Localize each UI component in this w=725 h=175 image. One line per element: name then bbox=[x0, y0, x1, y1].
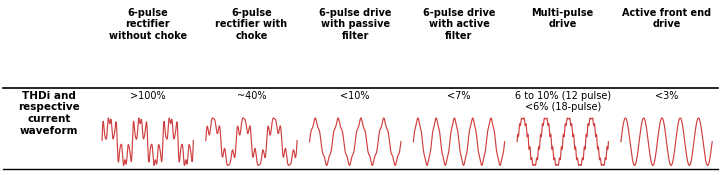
Text: Multi-pulse
drive: Multi-pulse drive bbox=[531, 8, 594, 29]
Text: 6-pulse drive
with passive
filter: 6-pulse drive with passive filter bbox=[319, 8, 392, 41]
Text: <7%: <7% bbox=[447, 91, 471, 101]
Text: >100%: >100% bbox=[130, 91, 165, 101]
Text: 6-pulse drive
with active
filter: 6-pulse drive with active filter bbox=[423, 8, 495, 41]
Text: <10%: <10% bbox=[341, 91, 370, 101]
Text: 6 to 10% (12 pulse)
<6% (18-pulse): 6 to 10% (12 pulse) <6% (18-pulse) bbox=[515, 91, 610, 113]
Text: 6-pulse
rectifier
without choke: 6-pulse rectifier without choke bbox=[109, 8, 187, 41]
Text: THDi and
respective
current
waveform: THDi and respective current waveform bbox=[18, 91, 80, 136]
Text: Active front end
drive: Active front end drive bbox=[622, 8, 711, 29]
Text: <3%: <3% bbox=[655, 91, 678, 101]
Text: ~40%: ~40% bbox=[236, 91, 266, 101]
Text: 6-pulse
rectifier with
choke: 6-pulse rectifier with choke bbox=[215, 8, 288, 41]
